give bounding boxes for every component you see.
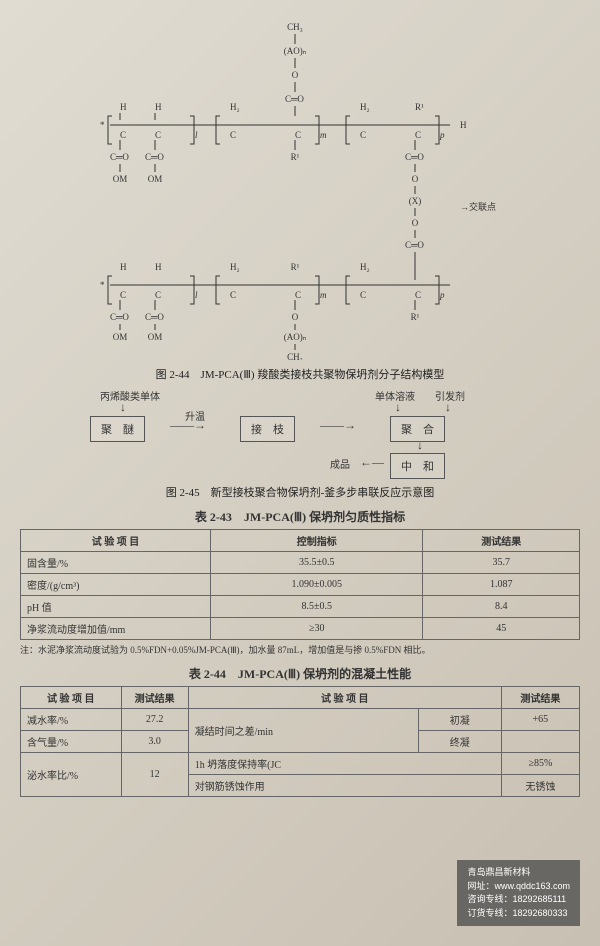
svg-text:H: H [155, 262, 162, 272]
table-2-44-title: 表 2-44 JM-PCA(Ⅲ) 保坍剂的混凝土性能 [20, 665, 580, 682]
svg-text:H: H [120, 262, 127, 272]
svg-text:C: C [415, 130, 421, 140]
watermark-order: 订货专线：18292680333 [467, 907, 570, 921]
table-row: 净浆流动度增加值/mm ≥30 45 [21, 618, 580, 640]
table-row: 固含量/% 35.5±0.5 35.7 [21, 552, 580, 574]
svg-text:p: p [439, 290, 445, 300]
th-item: 试 验 项 目 [21, 530, 211, 552]
arrow-down-icon: ↓ [120, 400, 126, 415]
flow-label-acrylic: 丙烯酸类单体 [100, 388, 160, 403]
svg-text:C: C [295, 290, 301, 300]
watermark-site: 网址：www.qddc163.com [467, 880, 570, 894]
svg-text:H₂: H₂ [360, 262, 370, 272]
svg-text:C: C [415, 290, 421, 300]
svg-text:O: O [412, 218, 419, 228]
svg-text:C═O: C═O [145, 152, 164, 162]
th-result: 测试结果 [423, 530, 580, 552]
svg-text:H: H [460, 120, 467, 130]
table-header-row: 试 验 项 目 测试结果 试 验 项 目 测试结果 [21, 686, 580, 708]
svg-text:OM: OM [113, 332, 128, 342]
svg-text:R¹: R¹ [411, 312, 420, 322]
svg-text:C═O: C═O [405, 240, 424, 250]
svg-text:R¹: R¹ [291, 152, 300, 162]
arrow-right-icon: ——→ [170, 418, 206, 433]
th-item-2: 试 验 项 目 [188, 686, 501, 708]
watermark-consult: 咨询专线：18292685111 [467, 893, 570, 907]
svg-text:(AO)ₙ: (AO)ₙ [284, 46, 307, 56]
flow-box-polyether: 聚 醚 [90, 416, 145, 442]
svg-text:O: O [292, 70, 299, 80]
arrow-right-icon: ——→ [320, 418, 356, 433]
table-row: 减水率/% 27.2 凝结时间之差/min 初凝 +65 [21, 708, 580, 730]
svg-text:C: C [230, 290, 236, 300]
svg-text:m: m [320, 130, 327, 140]
svg-text:(AO)ₙ: (AO)ₙ [284, 332, 307, 342]
svg-text:C: C [295, 130, 301, 140]
svg-text:C: C [155, 130, 161, 140]
chem-structure-figure: CH₃ (AO)ₙ O C═O H H H₂ H₂ R¹ * C C l C [20, 10, 580, 360]
flow-label-product: 成品 [330, 456, 350, 471]
table-2-43: 试 验 项 目 控制指标 测试结果 固含量/% 35.5±0.5 35.7 密度… [20, 529, 580, 640]
svg-text:C═O: C═O [285, 94, 304, 104]
svg-text:C: C [360, 290, 366, 300]
svg-text:l: l [195, 130, 198, 140]
table-2-43-note: 注：水泥净浆流动度试验为 0.5%FDN+0.05%JM-PCA(Ⅲ)，加水量 … [20, 644, 580, 657]
svg-text:C: C [155, 290, 161, 300]
svg-text:H₂: H₂ [360, 102, 370, 112]
svg-text:(X): (X) [409, 196, 422, 206]
svg-text:H: H [155, 102, 162, 112]
arrow-down-icon: ↓ [445, 400, 451, 415]
svg-text:O: O [292, 312, 299, 322]
svg-text:OM: OM [148, 332, 163, 342]
table-header-row: 试 验 项 目 控制指标 测试结果 [21, 530, 580, 552]
table-2-43-title: 表 2-43 JM-PCA(Ⅲ) 保坍剂匀质性指标 [20, 508, 580, 525]
svg-text:*: * [100, 280, 105, 290]
th-result: 测试结果 [121, 686, 188, 708]
svg-text:*: * [100, 120, 105, 130]
svg-text:C═O: C═O [405, 152, 424, 162]
figure-2-44-caption: 图 2-44 JM-PCA(Ⅲ) 羧酸类接枝共聚物保坍剂分子结构模型 [20, 366, 580, 382]
svg-text:R¹: R¹ [291, 262, 300, 272]
svg-text:C: C [360, 130, 366, 140]
arrow-down-icon: ↓ [417, 438, 423, 453]
svg-text:C: C [230, 130, 236, 140]
svg-text:O: O [412, 174, 419, 184]
watermark-company: 青岛鼎昌新材料 [467, 866, 570, 880]
table-row: pH 值 8.5±0.5 8.4 [21, 596, 580, 618]
flow-box-neutralize: 中 和 [390, 453, 445, 479]
arrow-left-icon: ←— [360, 455, 384, 470]
flowchart-figure: 丙烯酸类单体 单体溶液 引发剂 聚 醚 接 枝 聚 合 中 和 升温 成品 ↓ … [20, 388, 580, 478]
svg-text:C: C [120, 290, 126, 300]
svg-text:C═O: C═O [110, 152, 129, 162]
svg-text:OM: OM [148, 174, 163, 184]
svg-text:C═O: C═O [110, 312, 129, 322]
svg-text:CH₃: CH₃ [287, 352, 303, 360]
svg-text:m: m [320, 290, 327, 300]
figure-2-45-caption: 图 2-45 新型接枝聚合物保坍剂-釜多步串联反应示意图 [20, 484, 580, 500]
th-item: 试 验 项 目 [21, 686, 122, 708]
svg-text:p: p [439, 130, 445, 140]
svg-text:C: C [120, 130, 126, 140]
table-row: 泌水率比/% 12 1h 坍落度保持率(JC ≥85% [21, 752, 580, 774]
svg-text:→交联点: →交联点 [460, 201, 496, 212]
svg-text:R¹: R¹ [415, 102, 424, 112]
svg-text:H₂: H₂ [230, 102, 240, 112]
arrow-down-icon: ↓ [395, 400, 401, 415]
table-2-44: 试 验 项 目 测试结果 试 验 项 目 测试结果 减水率/% 27.2 凝结时… [20, 686, 580, 797]
svg-text:H₂: H₂ [230, 262, 240, 272]
th-control: 控制指标 [211, 530, 423, 552]
svg-text:H: H [120, 102, 127, 112]
th-result-2: 测试结果 [501, 686, 579, 708]
svg-text:C═O: C═O [145, 312, 164, 322]
svg-text:CH₃: CH₃ [287, 22, 303, 32]
svg-text:OM: OM [113, 174, 128, 184]
table-row: 密度/(g/cm³) 1.090±0.005 1.087 [21, 574, 580, 596]
page-content: CH₃ (AO)ₙ O C═O H H H₂ H₂ R¹ * C C l C [0, 0, 600, 807]
watermark-overlay: 青岛鼎昌新材料 网址：www.qddc163.com 咨询专线：18292685… [457, 860, 580, 926]
flow-box-graft: 接 枝 [240, 416, 295, 442]
svg-text:l: l [195, 290, 198, 300]
